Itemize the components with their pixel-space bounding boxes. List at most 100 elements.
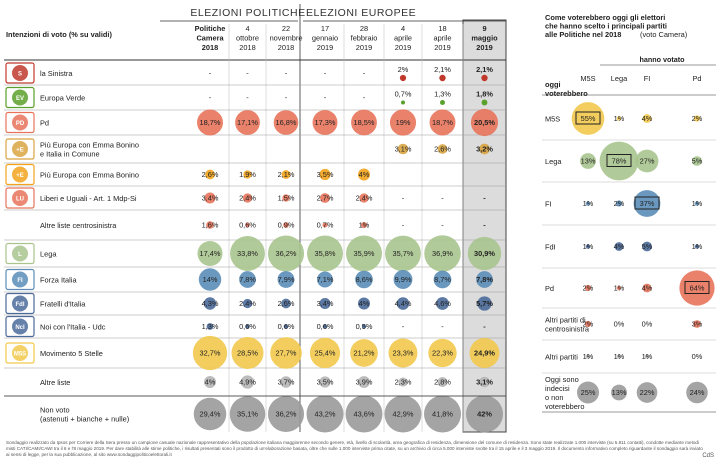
data-bubble <box>206 221 214 229</box>
data-bubble <box>322 222 328 228</box>
data-label: - <box>483 221 486 230</box>
side-data-bubble <box>577 381 599 404</box>
data-label: 35,9% <box>354 249 375 258</box>
data-label: 36,2% <box>276 249 297 258</box>
side-highlight-box <box>575 111 601 125</box>
column-header: novembre <box>270 34 303 43</box>
party-logo-text: M5S <box>14 352 26 358</box>
data-bubble <box>429 109 456 136</box>
column-header: maggio <box>471 34 498 43</box>
side-data-label: 24% <box>690 388 705 397</box>
data-label: 1,8% <box>476 90 493 99</box>
data-label: 23,3% <box>393 349 414 358</box>
side-data-label: 2% <box>614 199 625 208</box>
data-label: 3,4% <box>317 299 334 308</box>
data-bubble <box>424 235 461 272</box>
data-label: 1,3% <box>202 322 219 331</box>
data-label: 3,9% <box>356 378 373 387</box>
data-label: - <box>363 93 366 102</box>
data-bubble <box>319 297 331 310</box>
data-label: 2,4% <box>239 194 256 203</box>
row-label: Non voto <box>40 406 70 415</box>
row-label: la Sinistra <box>40 69 73 78</box>
side-title-note: (voto Camera) <box>640 30 687 39</box>
data-bubble <box>355 270 373 289</box>
data-bubble <box>230 236 265 271</box>
data-bubble <box>388 338 418 368</box>
side-data-bubble <box>580 153 596 169</box>
data-label: 0,6% <box>239 322 256 331</box>
side-data-bubble <box>644 354 650 359</box>
data-label: - <box>285 93 288 102</box>
data-label: 3,5% <box>317 378 334 387</box>
data-label: 35,7% <box>393 249 414 258</box>
side-data-label: 4% <box>642 114 653 123</box>
side-data-label: 1% <box>614 114 625 123</box>
side-title: alle Politiche nel 2018 <box>545 30 621 39</box>
data-label: 21,2% <box>354 349 375 358</box>
data-bubble <box>267 235 305 272</box>
data-bubble <box>281 298 291 309</box>
data-label: 35,8% <box>315 249 336 258</box>
data-label: 24,9% <box>474 349 495 358</box>
data-label: 27,7% <box>276 349 297 358</box>
data-label: 3,7% <box>278 378 295 387</box>
party-logo-icon <box>12 114 28 131</box>
data-label: 29,4% <box>200 410 221 419</box>
party-logo-icon <box>12 318 28 335</box>
data-label: 16,8% <box>276 118 297 127</box>
side-data-bubble <box>635 149 659 173</box>
data-label: 43,2% <box>315 410 336 419</box>
side-data-bubble <box>693 115 701 122</box>
data-label: 17,3% <box>315 118 336 127</box>
data-bubble <box>229 396 266 432</box>
data-label: 2,1% <box>476 65 493 74</box>
data-label: 2,4% <box>239 299 256 308</box>
data-label: 2,6% <box>202 170 219 179</box>
data-label: 18,7% <box>200 118 221 127</box>
side-data-label: 1% <box>614 352 625 361</box>
data-bubble <box>476 271 493 288</box>
column-header: 2018 <box>239 43 255 52</box>
data-bubble <box>193 397 227 431</box>
data-label: 36,2% <box>276 410 297 419</box>
data-label: 42% <box>477 410 492 419</box>
party-logo-icon <box>12 271 28 288</box>
row-label: Altre liste centrosinistra <box>40 221 117 230</box>
side-data-label: 55% <box>581 114 596 123</box>
data-bubble <box>281 170 291 179</box>
data-label: 3,5% <box>317 170 334 179</box>
side-row-label: voterebbero <box>545 402 584 411</box>
data-bubble <box>282 194 290 202</box>
side-data-label: 37% <box>640 199 655 208</box>
side-row-label: Pd <box>545 284 554 293</box>
column-header: 2018 <box>202 43 218 52</box>
data-bubble <box>433 270 452 289</box>
side-data-bubble <box>692 156 702 166</box>
side-data-bubble <box>611 384 627 401</box>
side-row-label: Altri partiti <box>545 353 578 362</box>
data-bubble <box>428 338 457 368</box>
data-bubble <box>243 170 252 179</box>
data-label: 19% <box>396 118 411 127</box>
side-data-bubble <box>686 381 708 404</box>
data-bubble <box>399 74 407 82</box>
party-logo-text: S <box>18 72 22 78</box>
column-header: 9 <box>482 24 486 33</box>
data-label: 2,1% <box>278 170 295 179</box>
party-logo-icon <box>12 295 28 312</box>
column-header: gennaio <box>312 34 338 43</box>
row-label: e Italia in Comune <box>40 150 100 159</box>
data-bubble <box>358 168 370 181</box>
side-data-label: 3% <box>692 320 703 329</box>
data-bubble <box>470 108 499 137</box>
data-bubble <box>385 235 421 272</box>
side-title: che hanno scelto i principali partiti <box>545 22 667 31</box>
side-data-label: 5% <box>642 242 653 251</box>
side-data-bubble <box>616 285 622 291</box>
row-label: Pd <box>40 119 49 128</box>
data-bubble <box>280 376 292 388</box>
data-label: 20,5% <box>474 118 495 127</box>
side-column-header: Lega <box>611 74 628 83</box>
side-data-bubble <box>679 270 715 306</box>
